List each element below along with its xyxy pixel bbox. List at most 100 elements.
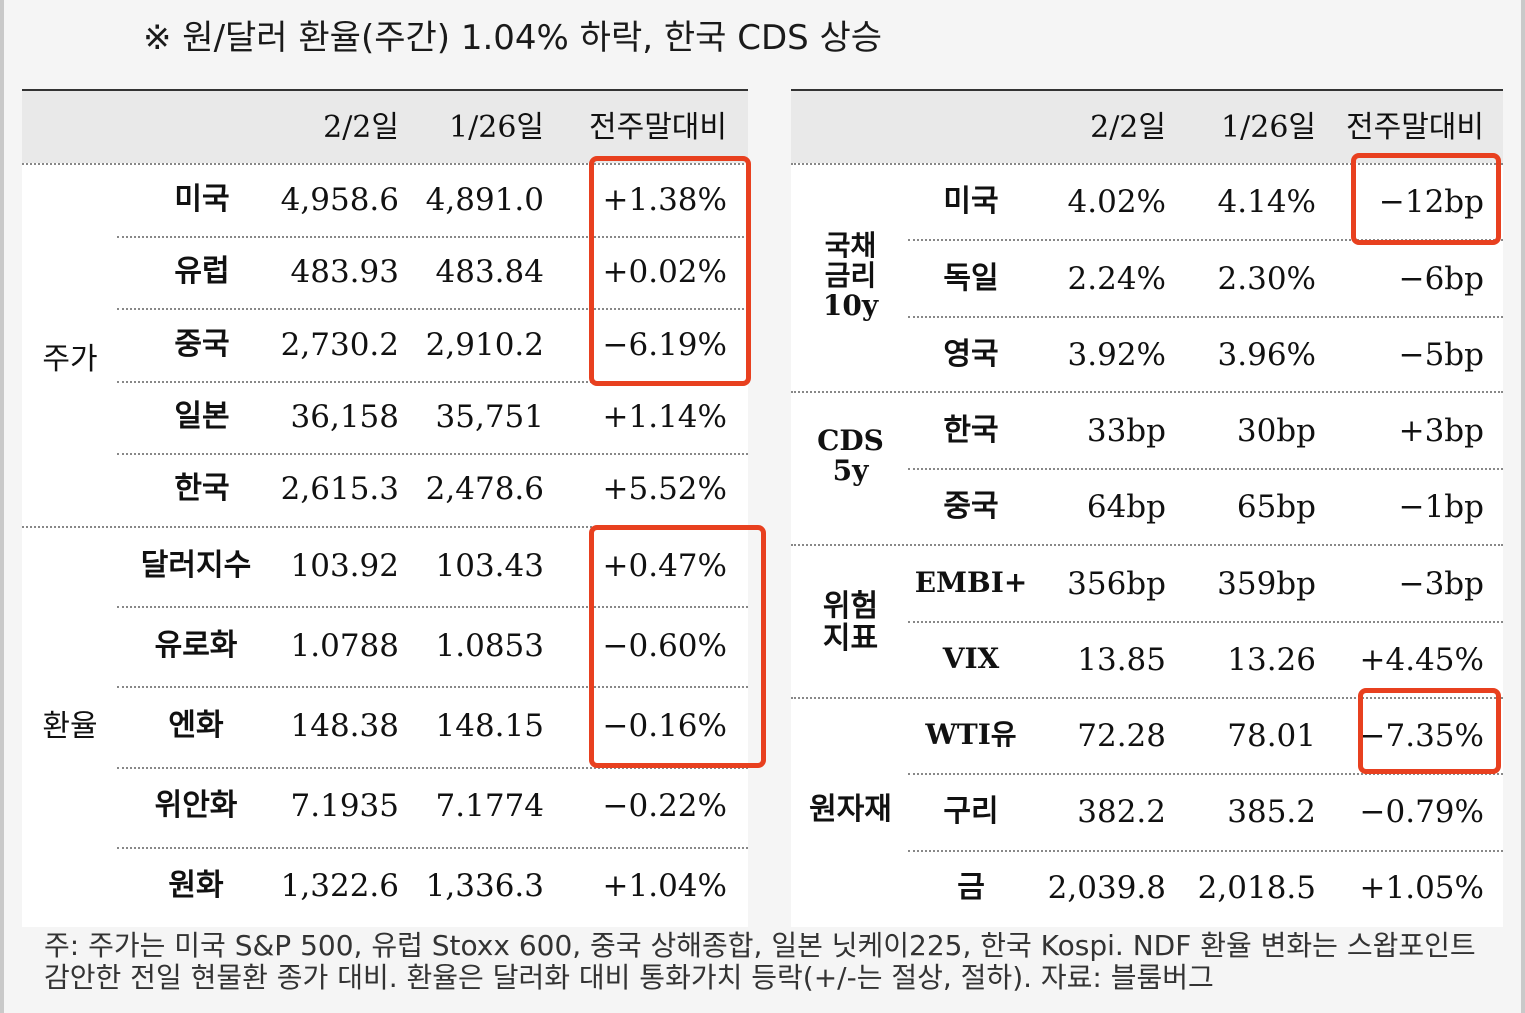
highlight-box-us-bond — [1351, 153, 1501, 245]
left-table: 2/2일 1/26일 전주말대비 주가 미국 4,958.6 4,891.0 +… — [22, 89, 766, 927]
cell-change: −0.79% — [1359, 794, 1484, 830]
group-label-stocks: 주가 — [42, 342, 98, 377]
highlight-box-wti — [1358, 688, 1501, 774]
cell-current: 13.85 — [1077, 642, 1166, 678]
cell-change: −0.16% — [602, 708, 727, 744]
row-label-korea-cds: 한국 — [943, 413, 999, 448]
cell-current: 382.2 — [1077, 794, 1166, 830]
group-label-risk: 위험 지표 — [822, 589, 879, 656]
row-label-vix: VIX — [942, 642, 1000, 675]
cell-change: +4.45% — [1359, 642, 1484, 678]
cell-previous: 1,336.3 — [425, 868, 544, 904]
cell-current: 4.02% — [1067, 184, 1166, 220]
row-label-won: 원화 — [168, 868, 224, 903]
cell-current: 33bp — [1086, 413, 1166, 449]
cell-current: 2,730.2 — [280, 327, 399, 363]
cell-current: 64bp — [1086, 489, 1166, 525]
cell-change: −5bp — [1398, 337, 1484, 373]
row-label-uk-bond: 영국 — [943, 337, 999, 372]
cell-previous: 385.2 — [1227, 794, 1316, 830]
cell-change: +0.02% — [602, 254, 727, 290]
row-label-wti: WTI유 — [925, 718, 1017, 751]
row-label-us: 미국 — [174, 182, 230, 217]
cell-change: +5.52% — [602, 471, 727, 507]
cell-previous: 65bp — [1236, 489, 1316, 525]
cell-change: +1.05% — [1359, 870, 1484, 906]
cell-change: −12bp — [1378, 184, 1484, 220]
cell-current: 483.93 — [290, 254, 399, 290]
cell-change: +1.38% — [602, 182, 727, 218]
cell-previous: 2.30% — [1217, 261, 1316, 297]
frame-right-border — [1521, 0, 1525, 1013]
group-label-cds: CDS 5y — [817, 424, 884, 487]
row-label-yuan: 위안화 — [154, 788, 238, 823]
row-label-us-bond: 미국 — [943, 184, 999, 219]
row-label-china-cds: 중국 — [943, 489, 999, 524]
cell-change: −0.22% — [602, 788, 727, 824]
cell-previous: 359bp — [1217, 566, 1316, 602]
header-date-previous: 1/26일 — [1221, 110, 1316, 145]
row-label-japan: 일본 — [174, 399, 230, 434]
cell-previous: 2,018.5 — [1197, 870, 1316, 906]
cell-previous: 78.01 — [1227, 718, 1316, 754]
cell-current: 4,958.6 — [280, 182, 399, 218]
cell-previous: 35,751 — [435, 399, 544, 435]
row-label-germany-bond: 독일 — [943, 261, 999, 296]
left-table-header — [22, 91, 748, 163]
cell-change: −6bp — [1398, 261, 1484, 297]
cell-current: 103.92 — [290, 548, 399, 584]
cell-change: +3bp — [1398, 413, 1484, 449]
group-label-commodities: 원자재 — [809, 792, 892, 827]
cell-previous: 30bp — [1236, 413, 1316, 449]
cell-current: 2.24% — [1067, 261, 1166, 297]
frame-left-border — [0, 0, 4, 1013]
cell-previous: 4.14% — [1217, 184, 1316, 220]
group-label-bond-yield: 국채 금리 10y — [822, 229, 879, 322]
row-label-dollar-index: 달러지수 — [140, 548, 252, 583]
cell-previous: 483.84 — [435, 254, 544, 290]
header-change: 전주말대비 — [589, 110, 727, 145]
row-label-korea: 한국 — [174, 471, 230, 506]
row-label-gold: 금 — [957, 870, 985, 905]
cell-previous: 103.43 — [435, 548, 544, 584]
cell-previous: 13.26 — [1227, 642, 1316, 678]
cell-current: 36,158 — [290, 399, 399, 435]
cell-change: +0.47% — [602, 548, 727, 584]
row-label-europe: 유럽 — [174, 254, 230, 289]
cell-current: 1.0788 — [290, 628, 399, 664]
footnote-line-1: 주: 주가는 미국 S&P 500, 유럽 Stoxx 600, 중국 상해종합… — [44, 929, 1476, 962]
row-label-yen: 엔화 — [168, 708, 224, 743]
cell-current: 148.38 — [290, 708, 399, 744]
right-table: 2/2일 1/26일 전주말대비 국채 금리 10y 미국 4.02% 4.14… — [791, 89, 1503, 927]
footnote-line-2: 감안한 전일 현물환 종가 대비. 환율은 달러화 대비 통화가치 등락(+/-… — [44, 961, 1214, 994]
cell-current: 7.1935 — [290, 788, 399, 824]
cell-previous: 2,478.6 — [425, 471, 544, 507]
cell-change: +1.14% — [602, 399, 727, 435]
cell-current: 2,615.3 — [280, 471, 399, 507]
group-label-fx: 환율 — [42, 709, 98, 744]
cell-previous: 4,891.0 — [425, 182, 544, 218]
cell-current: 356bp — [1067, 566, 1166, 602]
cell-change: −3bp — [1398, 566, 1484, 602]
header-change: 전주말대비 — [1346, 110, 1484, 145]
right-table-header — [791, 91, 1503, 163]
cell-previous: 148.15 — [435, 708, 544, 744]
cell-change: −6.19% — [602, 327, 727, 363]
cell-current: 3.92% — [1067, 337, 1166, 373]
highlight-box-fx — [589, 525, 766, 768]
cell-change: −1bp — [1398, 489, 1484, 525]
cell-change: +1.04% — [602, 868, 727, 904]
highlight-box-stocks — [589, 156, 751, 386]
footnote: 주: 주가는 미국 S&P 500, 유럽 Stoxx 600, 중국 상해종합… — [44, 930, 1494, 994]
header-date-current: 2/2일 — [1090, 110, 1166, 145]
page-title: ※ 원/달러 환율(주간) 1.04% 하락, 한국 CDS 상승 — [143, 18, 883, 58]
row-label-china: 중국 — [174, 327, 230, 362]
cell-current: 1,322.6 — [280, 868, 399, 904]
row-label-embi: EMBI+ — [914, 566, 1028, 599]
header-date-current: 2/2일 — [323, 110, 399, 145]
cell-current: 72.28 — [1077, 718, 1166, 754]
cell-change: −0.60% — [602, 628, 727, 664]
cell-previous: 7.1774 — [435, 788, 544, 824]
header-date-previous: 1/26일 — [449, 110, 544, 145]
cell-previous: 1.0853 — [435, 628, 544, 664]
